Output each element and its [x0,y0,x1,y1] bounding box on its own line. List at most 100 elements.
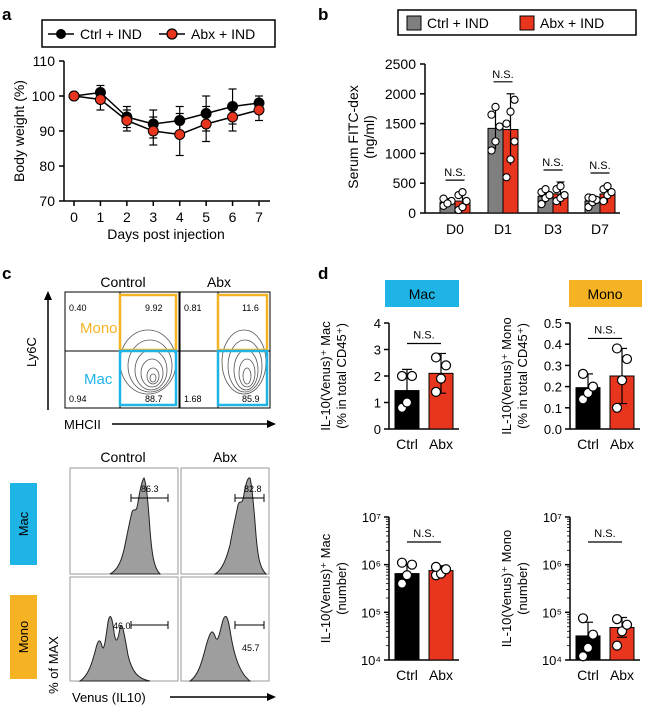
b-point [506,155,515,164]
d-point [611,343,623,354]
panel-d-charts: Mac Mono 0 1 2 3 4 Ctrl Abx N.S. IL-10(Venus)⁺ M… [318,280,642,683]
b-xtick-label: D3 [544,221,562,237]
legend-swatch-b-abx [519,15,535,31]
flow-x-label: MHCII [64,417,101,432]
panel-a-chart: Ctrl + IND Abx + IND 70 80 90 100 110 0 1 2 3 4 5… [11,19,276,242]
b-point [603,182,612,191]
d-sig-label: N.S. [594,324,615,336]
b-point [510,95,519,104]
d-ytick-label: 10⁵ [542,605,562,620]
flow-value-abx-ur: 11.6 [242,303,259,313]
a-point-1 [68,90,80,102]
d-title-box-mono [569,280,642,307]
d-title-mono: Mono [587,286,622,302]
a-point-0 [200,108,212,119]
flow-value-control-lr: 88.7 [145,394,163,404]
gate-mac-control [118,349,178,407]
b-point [487,110,496,119]
b-point [599,196,608,206]
legend-label-b-abx: Abx + IND [540,15,604,31]
d-y-label-line1: IL-10(Venus)⁺ Mono [499,317,514,434]
flow-value-control-ll: 0.94 [69,394,87,404]
b-xtick-label: D0 [446,221,464,237]
b-sig-label: N.S. [542,157,563,169]
d-ytick-label: 0.1 [544,401,562,416]
d-xtick-label: Ctrl [396,436,418,452]
d-chart-d1: 0 1 2 3 4 Ctrl Abx N.S. IL-10(Venus)⁺ Mac (% in t… [318,316,459,452]
contour-abx [221,329,267,395]
d-point [440,564,452,575]
hist-row-tag-mac [10,483,37,565]
d-y-label-line2: (number) [334,562,349,615]
b-point [556,182,565,191]
d-xtick-label: Ctrl [577,667,599,683]
flow-value-abx-ul: 0.81 [184,303,202,313]
panel-c-flow: Control Abx Mono Mac 0.40 9.92 0.94 88.7 [24,274,276,432]
d-y-label-line1: IL-10(Venus)⁺ Mono [499,530,514,647]
d-y-label-line2: (% in total CD45⁺) [334,323,349,429]
a-xtick-label: 1 [97,209,105,225]
flow-x-arrowhead [267,420,276,428]
a-xtick-label: 6 [229,209,237,225]
b-point [491,137,500,146]
legend-swatch-b-ctrl [406,15,422,31]
legend-label-b-ctrl: Ctrl + IND [427,15,489,31]
flow-value-control-ur: 9.92 [145,303,163,313]
a-ytick-label: 100 [32,88,56,104]
a-point-1 [121,115,133,126]
d-point [401,570,413,581]
b-ytick-label: 1000 [385,145,416,161]
flow-value-abx-lr: 85.9 [242,394,260,404]
d-xtick-label: Ctrl [577,436,599,452]
b-ytick-label: 2000 [385,86,416,102]
gate-mac-abx [216,349,269,407]
panel-label-b: b [318,5,328,24]
a-point-1 [200,118,212,130]
b-point [502,173,511,182]
d-point [396,557,408,568]
d-ytick-label: 10⁴ [361,653,381,668]
d-point [440,360,452,371]
d-point [582,642,594,653]
d-bar [428,570,454,661]
b-point [458,187,467,197]
a-xtick-label: 4 [176,209,184,225]
d-xtick-label: Abx [429,667,453,683]
b-ytick-label: 0 [408,205,416,221]
a-xtick-label: 5 [202,209,210,225]
gate-label-mac: Mac [84,371,113,388]
legend-label-a-ctrl: Ctrl + IND [80,26,142,42]
d-ytick-label: 0.2 [544,380,562,395]
hist-col-label-abx: Abx [213,449,237,465]
panel-label-c: c [2,264,11,283]
hist-row-label-mono: Mono [16,621,31,654]
a-point-0 [227,101,239,112]
b-point [458,202,467,212]
a-ytick-label: 90 [39,123,55,139]
a-y-label: Body weight (%) [11,80,27,182]
b-point [588,193,597,203]
b-y-label-line2: (ng/ml) [361,115,377,159]
a-ytick-label: 70 [39,193,55,209]
d-point [406,370,418,382]
d-chart-d2: 0.0 0.1 0.2 0.3 0.4 0.5 Ctrl Abx N.S. IL-10(Venus… [499,316,640,452]
d-sig-label: N.S. [413,329,434,341]
d-xtick-label: Abx [429,436,453,452]
a-xtick-label: 2 [123,209,131,225]
d-chart-d3: 10⁴ 10⁵ 10⁶ 10⁷ Ctrl Abx N.S. IL-10(Venus)⁺ Mac… [318,510,459,683]
d-point [430,561,442,572]
d-point [577,651,589,662]
d-ytick-label: 0.5 [544,316,562,331]
flow-y-arrowhead [44,291,52,300]
a-point-1 [174,129,186,140]
b-sig-label: N.S. [492,69,513,81]
flow-col-label-abx: Abx [207,274,231,290]
flow-col-label-control: Control [100,274,145,290]
b-sig-label: N.S. [589,160,610,172]
d-y-label-line2: (% in total CD45⁺) [515,323,530,429]
d-y-label-line2: (number) [515,562,530,615]
hist-col-label-control: Control [100,449,145,465]
a-xtick-label: 3 [149,209,157,225]
b-y-label-line1: Serum FITC-dex [345,85,361,188]
